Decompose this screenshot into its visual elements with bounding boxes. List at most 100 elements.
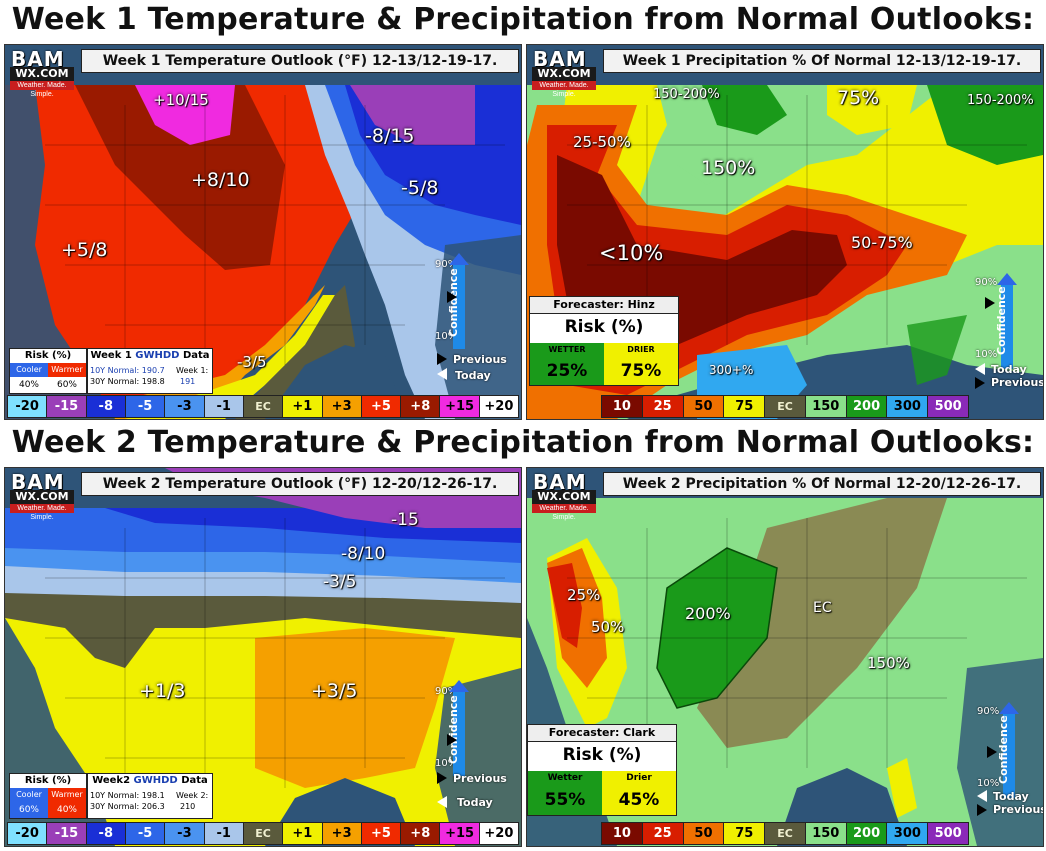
legend-cell: +1: [283, 396, 323, 417]
map-label: 200%: [685, 604, 731, 623]
confidence-marker: [985, 297, 995, 309]
week2-heading: Week 2 Temperature & Precipitation from …: [11, 425, 1035, 460]
temp-legend: -20 -15 -8 -5 -3 -1 EC +1 +3 +5 +8 +15 +20: [7, 822, 519, 845]
map-label: 50-75%: [851, 233, 913, 252]
legend-cell: -20: [8, 396, 48, 417]
previous-label[interactable]: Previous: [993, 803, 1044, 816]
legend-cell: -15: [47, 823, 87, 844]
map-label: <10%: [599, 241, 664, 265]
legend-cell: 50: [683, 396, 725, 417]
map-label: +1/3: [139, 680, 186, 702]
legend-cell: +5: [361, 823, 402, 844]
map-label: 150%: [701, 157, 756, 179]
confidence-marker: [447, 291, 457, 303]
today-arrow-icon[interactable]: [437, 368, 447, 380]
legend-cell: 10: [602, 396, 643, 417]
map-label: +5/8: [61, 239, 108, 261]
legend-cell: +5: [361, 396, 402, 417]
legend-cell: 25: [642, 396, 684, 417]
today-arrow-icon[interactable]: [437, 796, 447, 808]
map-label: 150-200%: [653, 87, 720, 102]
gwhdd-box: Week2 GWHDD Data 10Y Normal: 198.1 30Y N…: [87, 773, 213, 819]
legend-cell: EC: [765, 823, 806, 844]
previous-label[interactable]: Previous: [991, 376, 1044, 389]
today-label[interactable]: Today: [455, 369, 491, 382]
previous-arrow-icon[interactable]: [977, 804, 987, 816]
legend-cell: 150: [805, 396, 847, 417]
map-label: 50%: [591, 618, 625, 636]
legend-cell: -8: [86, 396, 126, 417]
legend-cell: EC: [243, 823, 284, 844]
week1-precip-title: Week 1 Precipitation % Of Normal 12-13/1…: [603, 49, 1041, 73]
map-label: EC: [813, 600, 832, 616]
map-label: -5/8: [401, 177, 439, 199]
map-label: -8/10: [341, 544, 386, 564]
risk-box: Risk (%) Cooler Warmer 60% 40%: [9, 773, 87, 819]
legend-cell: 150: [805, 823, 847, 844]
legend-cell: 300: [887, 823, 929, 844]
week1-heading: Week 1 Temperature & Precipitation from …: [11, 2, 1035, 37]
precip-legend: 10 25 50 75 EC 150 200 300 500: [601, 395, 969, 418]
risk-box: Risk (%) Cooler Warmer 40% 60%: [9, 348, 87, 394]
week2-temp-panel: Week 2 Temperature Outlook (°F) 12-20/12…: [4, 467, 522, 847]
week1-precip-panel: Week 1 Precipitation % Of Normal 12-13/1…: [526, 44, 1044, 420]
map-label: 300+%: [709, 363, 754, 377]
gwhdd-box: Week 1 GWHDD Data 10Y Normal: 190.7 30Y …: [87, 348, 213, 394]
map-label: +10/15: [153, 91, 209, 109]
map-label: 25-50%: [573, 133, 631, 151]
legend-cell: +3: [322, 823, 362, 844]
previous-arrow-icon[interactable]: [975, 377, 985, 389]
legend-cell: 500: [928, 396, 969, 417]
bam-logo: BAM WX.COM Weather. Made. Simple.: [7, 47, 79, 98]
week1-precip-map: [527, 45, 1043, 419]
today-label[interactable]: Today: [993, 790, 1029, 803]
map-label: 150%: [867, 654, 910, 672]
legend-cell: +15: [440, 823, 480, 844]
previous-arrow-icon[interactable]: [437, 772, 447, 784]
week2-precip-panel: Week 2 Precipitation % Of Normal 12-20/1…: [526, 467, 1044, 847]
legend-cell: +1: [283, 823, 323, 844]
week1-temp-panel: Week 1 Temperature Outlook (°F) 12-13/12…: [4, 44, 522, 420]
map-label: -3/5: [237, 353, 267, 371]
legend-cell: -15: [47, 396, 87, 417]
map-label: -3/5: [323, 572, 357, 592]
legend-cell: -3: [165, 396, 205, 417]
legend-cell: 500: [928, 823, 969, 844]
legend-cell: -1: [204, 396, 244, 417]
map-label: +3/5: [311, 680, 358, 702]
legend-cell: -3: [165, 823, 205, 844]
week2-precip-title: Week 2 Precipitation % Of Normal 12-20/1…: [603, 472, 1041, 496]
confidence-scale: 90% 10% Confidence: [435, 680, 481, 776]
confidence-marker: [447, 734, 457, 746]
week1-temp-title: Week 1 Temperature Outlook (°F) 12-13/12…: [81, 49, 519, 73]
legend-cell: 75: [724, 396, 766, 417]
legend-cell: 200: [846, 823, 888, 844]
legend-cell: +8: [401, 823, 441, 844]
previous-label[interactable]: Previous: [453, 772, 507, 785]
legend-cell: 200: [846, 396, 888, 417]
today-label[interactable]: Today: [991, 363, 1027, 376]
previous-arrow-icon[interactable]: [437, 353, 447, 365]
legend-cell: -8: [86, 823, 126, 844]
map-label: +8/10: [191, 169, 250, 191]
map-label: 25%: [567, 586, 601, 604]
precip-legend: 10 25 50 75 EC 150 200 300 500: [601, 822, 969, 845]
today-arrow-icon[interactable]: [977, 790, 987, 802]
today-arrow-icon[interactable]: [975, 363, 985, 375]
confidence-marker: [987, 746, 997, 758]
bam-logo: BAM WX.COM Weather. Made. Simple.: [529, 470, 601, 521]
temp-legend: -20 -15 -8 -5 -3 -1 EC +1 +3 +5 +8 +15 +20: [7, 395, 519, 418]
legend-cell: +15: [440, 396, 480, 417]
previous-label[interactable]: Previous: [453, 353, 507, 366]
legend-cell: +20: [479, 823, 519, 844]
map-label: 75%: [837, 87, 880, 109]
today-label[interactable]: Today: [457, 796, 493, 809]
legend-cell: +8: [401, 396, 441, 417]
legend-cell: -5: [125, 396, 166, 417]
bam-logo: BAM WX.COM Weather. Made. Simple.: [529, 47, 601, 98]
confidence-scale: 90% 10% Confidence: [975, 273, 1021, 369]
forecaster-risk-box: Forecaster: Clark Risk (%) Wetter Drier …: [527, 724, 677, 816]
legend-cell: 10: [602, 823, 643, 844]
legend-cell: 25: [642, 823, 684, 844]
bam-logo: BAM WX.COM Weather. Made. Simple.: [7, 470, 79, 521]
